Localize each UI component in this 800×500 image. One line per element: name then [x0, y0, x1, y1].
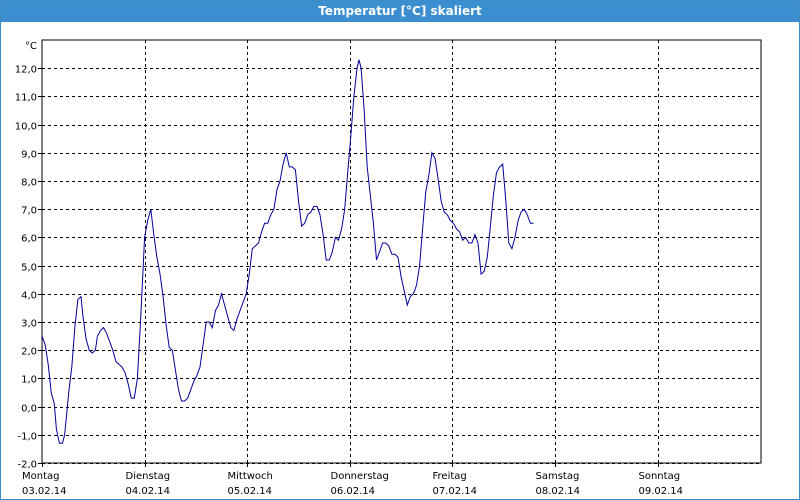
x-day-label: Sonntag: [639, 471, 681, 482]
y-tick-label: 3,0: [21, 319, 37, 330]
grid: [42, 40, 761, 464]
temperature-series-line: [41, 59, 534, 444]
y-tick-label: 12,0: [15, 65, 37, 76]
y-tick-label: 7,0: [21, 206, 37, 217]
y-tick-label: 8,0: [21, 178, 37, 189]
y-tick-label: 0,0: [21, 404, 37, 415]
y-tick-label: 2,0: [21, 347, 37, 358]
y-tick-label: 5,0: [21, 263, 37, 274]
y-axis-unit-label: °C: [25, 41, 37, 52]
y-tick-label: -1,0: [17, 432, 37, 443]
window-title: Temperatur [°C] skaliert: [1, 1, 799, 22]
x-date-label: 06.02.14: [331, 486, 376, 497]
x-date-label: 05.02.14: [228, 486, 273, 497]
x-day-label: Freitag: [433, 471, 467, 482]
temperature-chart: -2,0 -1,0 0,0 1,0 2,0 3,0 4,0 5,0 6,0 7,0 8,0 9,0 10…: [15, 39, 762, 497]
y-tick-label: 6,0: [21, 234, 37, 245]
x-date-label: 03.02.14: [22, 486, 67, 497]
x-day-label: Donnerstag: [331, 471, 389, 482]
x-day-label: Samstag: [536, 471, 580, 482]
x-date-label: 04.02.14: [126, 486, 171, 497]
y-tick-label: 1,0: [21, 375, 37, 386]
x-day-label: Dienstag: [126, 471, 171, 482]
y-tick-label: 10,0: [15, 122, 37, 133]
y-tick-label: 11,0: [15, 93, 37, 104]
x-axis: Montag 03.02.14 Dienstag 04.02.14 Mittwoch 05…: [22, 463, 683, 497]
x-date-label: 08.02.14: [536, 486, 581, 497]
x-day-label: Mittwoch: [228, 471, 273, 482]
y-tick-label: 9,0: [21, 150, 37, 161]
plot-frame: [41, 39, 762, 464]
x-date-label: 09.02.14: [639, 486, 684, 497]
x-day-label: Montag: [22, 471, 59, 482]
x-date-label: 07.02.14: [433, 486, 478, 497]
y-axis: -2,0 -1,0 0,0 1,0 2,0 3,0 4,0 5,0 6,0 7,0 8,0 9,0 10…: [15, 65, 42, 471]
y-tick-label: 4,0: [21, 291, 37, 302]
y-tick-label: -2,0: [17, 460, 37, 471]
